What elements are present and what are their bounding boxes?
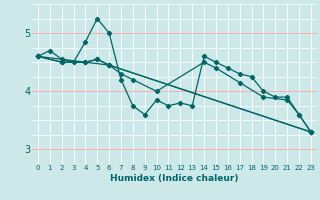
X-axis label: Humidex (Indice chaleur): Humidex (Indice chaleur) xyxy=(110,174,239,183)
